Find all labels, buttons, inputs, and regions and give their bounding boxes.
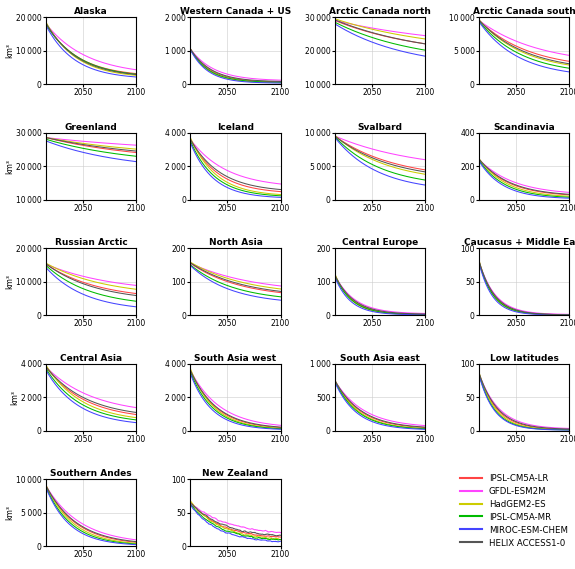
Y-axis label: km³: km³ xyxy=(6,43,15,58)
Title: Scandinavia: Scandinavia xyxy=(493,123,555,132)
Y-axis label: km³: km³ xyxy=(6,159,14,174)
Title: Caucasus + Middle East: Caucasus + Middle East xyxy=(463,238,575,248)
Title: Russian Arctic: Russian Arctic xyxy=(55,238,128,248)
Title: Western Canada + US: Western Canada + US xyxy=(180,7,291,17)
Title: Greenland: Greenland xyxy=(65,123,117,132)
Y-axis label: km³: km³ xyxy=(10,390,20,405)
Title: South Asia east: South Asia east xyxy=(340,354,420,363)
Title: Southern Andes: Southern Andes xyxy=(50,469,132,479)
Legend: IPSL-CM5A-LR, GFDL-ESM2M, HadGEM2-ES, IPSL-CM5A-MR, MIROC-ESM-CHEM, HELIX ACCESS: IPSL-CM5A-LR, GFDL-ESM2M, HadGEM2-ES, IP… xyxy=(461,474,568,547)
Title: Low latitudes: Low latitudes xyxy=(490,354,558,363)
Title: Central Europe: Central Europe xyxy=(342,238,418,248)
Title: Iceland: Iceland xyxy=(217,123,254,132)
Title: Alaska: Alaska xyxy=(74,7,108,17)
Y-axis label: km³: km³ xyxy=(6,505,15,520)
Y-axis label: km³: km³ xyxy=(6,274,15,289)
Title: Svalbard: Svalbard xyxy=(357,123,402,132)
Title: New Zealand: New Zealand xyxy=(202,469,269,479)
Title: Central Asia: Central Asia xyxy=(60,354,122,363)
Title: North Asia: North Asia xyxy=(209,238,262,248)
Title: South Asia west: South Asia west xyxy=(194,354,277,363)
Title: Arctic Canada south: Arctic Canada south xyxy=(473,7,575,17)
Title: Arctic Canada north: Arctic Canada north xyxy=(329,7,431,17)
